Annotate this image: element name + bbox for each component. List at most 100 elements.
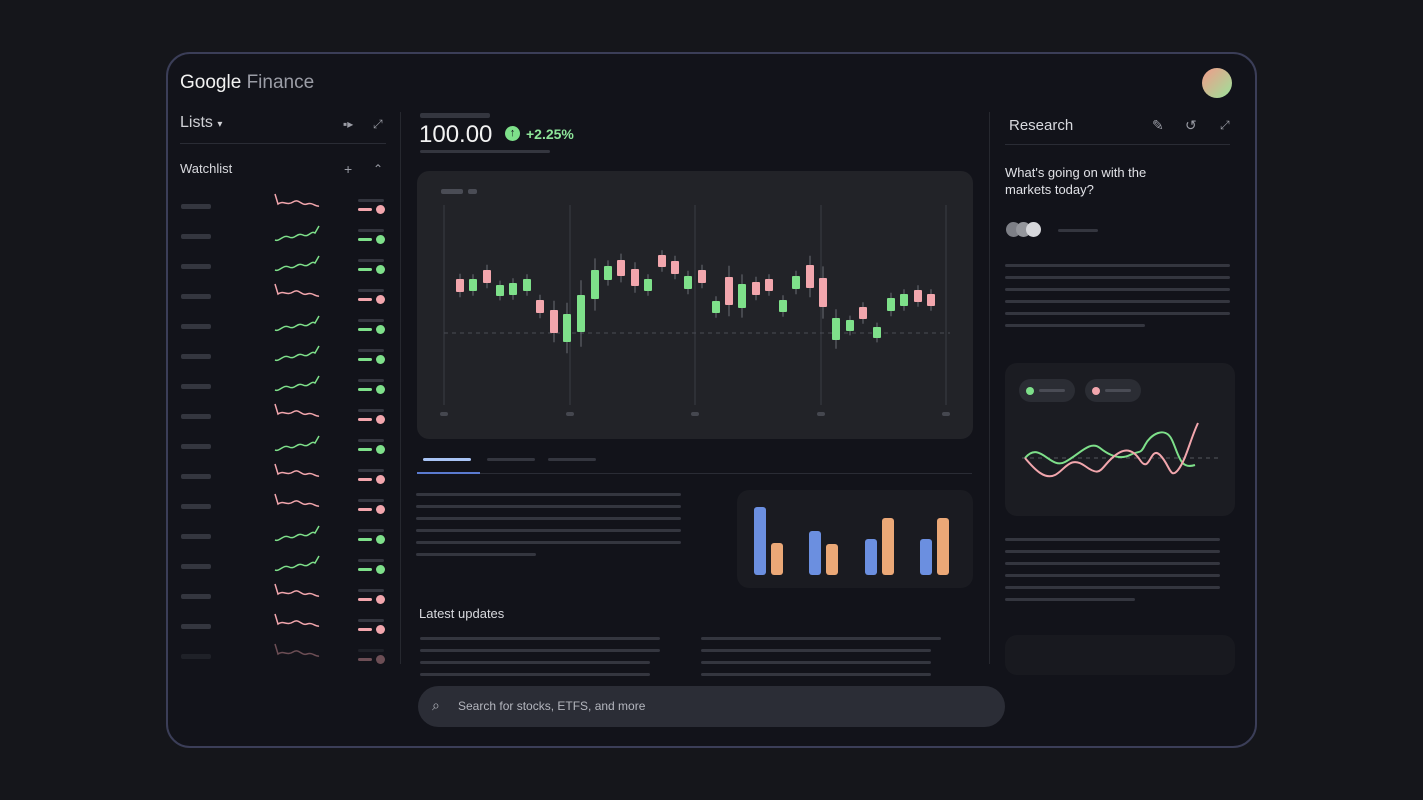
change-bar — [358, 658, 372, 661]
placeholder — [468, 189, 477, 194]
candle[interactable] — [671, 255, 679, 280]
candle[interactable] — [644, 274, 652, 296]
candle[interactable] — [914, 285, 922, 307]
candle[interactable] — [523, 274, 531, 296]
candle[interactable] — [550, 300, 558, 343]
candle[interactable] — [792, 270, 800, 295]
watchlist-row[interactable] — [180, 225, 390, 248]
watchlist-row[interactable] — [180, 525, 390, 548]
plus-icon[interactable]: + — [344, 161, 353, 177]
price-placeholder — [358, 499, 384, 502]
candle[interactable] — [631, 262, 639, 293]
watchlist-row[interactable] — [180, 643, 390, 668]
watchlist-row[interactable] — [180, 463, 390, 488]
watchlist-row[interactable] — [180, 345, 390, 368]
candle[interactable] — [927, 289, 935, 311]
watchlist-row[interactable] — [180, 283, 390, 308]
watchlist-row[interactable] — [180, 375, 390, 398]
candle[interactable] — [738, 274, 746, 318]
candle[interactable] — [819, 266, 827, 319]
text-line-placeholder — [420, 673, 650, 676]
legend-chip-red[interactable] — [1085, 379, 1141, 402]
candle[interactable] — [577, 280, 585, 347]
sparkline — [274, 643, 320, 657]
candle[interactable] — [806, 255, 814, 298]
candle[interactable] — [536, 294, 544, 319]
price-placeholder — [358, 289, 384, 292]
series-red — [1024, 422, 1199, 478]
candle[interactable] — [483, 264, 491, 289]
candle[interactable] — [873, 322, 881, 343]
tab-active[interactable] — [423, 458, 471, 461]
ticker-placeholder — [181, 234, 211, 239]
watchlist-row[interactable] — [180, 193, 390, 218]
candle[interactable] — [617, 253, 625, 283]
candle[interactable] — [509, 278, 517, 300]
candle[interactable] — [859, 302, 867, 324]
candle[interactable] — [658, 250, 666, 272]
candle[interactable] — [496, 280, 504, 301]
candle[interactable] — [832, 309, 840, 349]
change-dot-icon — [376, 295, 385, 304]
text-line-placeholder — [701, 637, 941, 640]
watchlist-row[interactable] — [180, 435, 390, 458]
candle[interactable] — [900, 289, 908, 311]
lists-dropdown[interactable]: Lists ▾ — [180, 114, 222, 132]
search-bar[interactable]: ⌕ Search for stocks, ETFS, and more — [418, 686, 1005, 727]
candle[interactable] — [779, 295, 787, 317]
candle[interactable] — [752, 276, 760, 301]
change-dot-icon — [376, 565, 385, 574]
text-line-placeholder — [1005, 598, 1135, 601]
text-line-placeholder — [416, 529, 681, 532]
watchlist-row[interactable] — [180, 583, 390, 608]
expand-icon[interactable]: ⤢ — [373, 117, 383, 131]
sparkline — [274, 435, 320, 452]
change-bar — [358, 478, 372, 481]
series-green — [1024, 431, 1196, 467]
watchlist-row[interactable] — [180, 613, 390, 638]
change-dot-icon — [376, 655, 385, 664]
change-dot-icon — [376, 205, 385, 214]
candle[interactable] — [712, 296, 720, 318]
legend-chip-green[interactable] — [1019, 379, 1075, 402]
edit-icon[interactable]: ✎ — [1152, 117, 1164, 133]
ticker-placeholder — [181, 534, 211, 539]
latest-updates-heading: Latest updates — [419, 606, 505, 621]
candle[interactable] — [591, 258, 599, 311]
chevron-up-icon[interactable]: ⌃ — [373, 162, 384, 176]
text-line-placeholder — [1005, 574, 1220, 577]
avatar[interactable] — [1202, 68, 1232, 98]
axis-tick — [440, 412, 448, 416]
tab[interactable] — [487, 458, 535, 461]
add-to-list-icon[interactable]: ▪▸ — [343, 117, 354, 131]
history-icon[interactable]: ↺ — [1185, 117, 1197, 133]
price-placeholder — [358, 649, 384, 652]
sparkline — [274, 315, 320, 332]
sparkline — [274, 225, 320, 242]
change-dot-icon — [376, 535, 385, 544]
candle[interactable] — [469, 274, 477, 296]
candle[interactable] — [684, 270, 692, 295]
candle[interactable] — [456, 273, 464, 298]
arrow-up-icon: ↑ — [505, 126, 520, 141]
tab[interactable] — [548, 458, 596, 461]
search-input[interactable]: Search for stocks, ETFS, and more — [458, 699, 646, 713]
candle[interactable] — [698, 264, 706, 289]
watchlist-row[interactable] — [180, 403, 390, 428]
candle[interactable] — [887, 292, 895, 317]
google-finance-logo[interactable]: Google Finance — [180, 72, 314, 94]
watchlist-row[interactable] — [180, 555, 390, 578]
candle[interactable] — [604, 260, 612, 286]
candle[interactable] — [765, 274, 773, 296]
candle[interactable] — [725, 265, 733, 317]
expand-icon[interactable]: ⤢ — [1220, 118, 1230, 132]
price-placeholder — [358, 529, 384, 532]
text-line-placeholder — [420, 661, 650, 664]
candle[interactable] — [563, 302, 571, 354]
watchlist-row[interactable] — [180, 315, 390, 338]
axis-tick — [566, 412, 574, 416]
text-line-placeholder — [1005, 324, 1145, 327]
watchlist-row[interactable] — [180, 493, 390, 518]
watchlist-row[interactable] — [180, 255, 390, 278]
candle[interactable] — [846, 315, 854, 336]
